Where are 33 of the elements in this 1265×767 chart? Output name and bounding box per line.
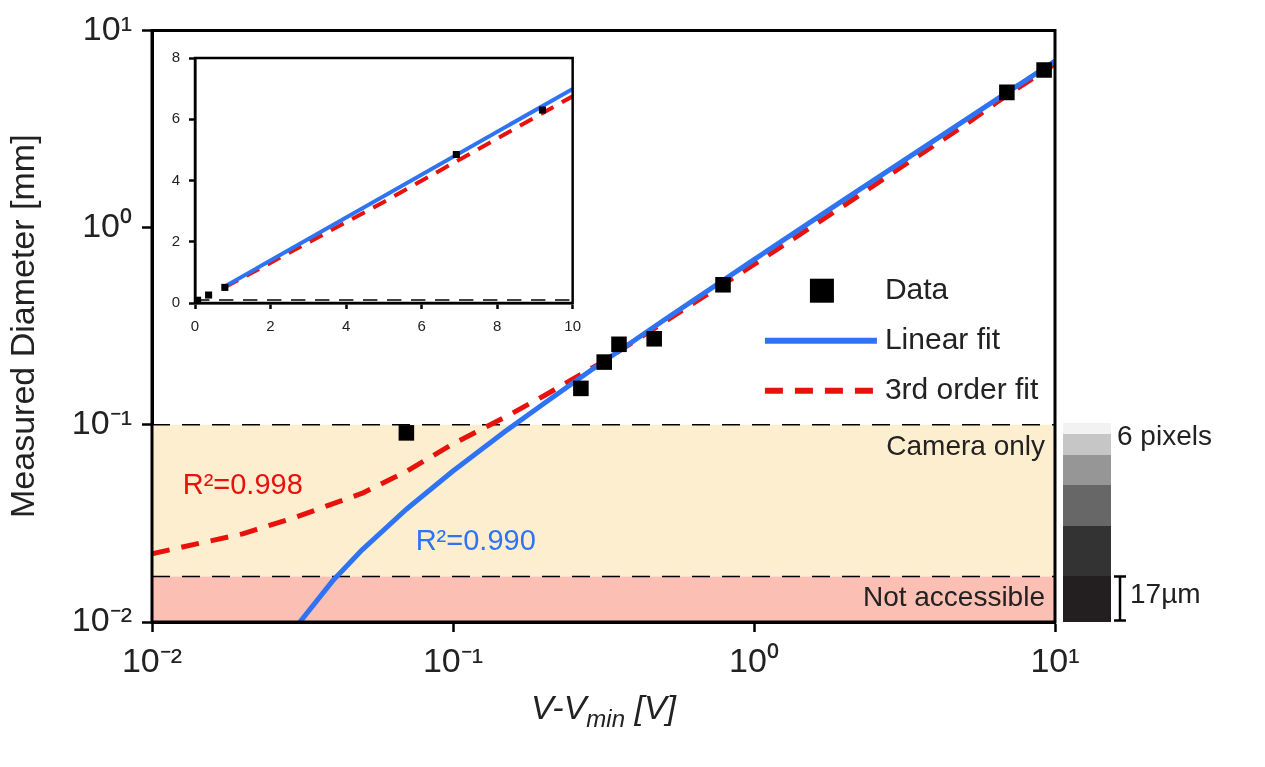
y-tick-label: 4 xyxy=(171,170,180,188)
legend-label: Data xyxy=(884,271,949,305)
point xyxy=(538,106,546,114)
x-tick-label: 6 xyxy=(417,317,426,335)
y-tick-label: 2 xyxy=(171,231,180,249)
annotation: R²=0.990 xyxy=(415,524,536,557)
text: 17µm xyxy=(1130,578,1201,610)
x-tick-label: 2 xyxy=(266,317,275,335)
x-tick-label: 10¹ xyxy=(1030,640,1080,679)
x-tick-label: 4 xyxy=(341,317,351,335)
y-tick-label: 0 xyxy=(171,293,180,311)
x-axis-title: V-V$_{min}$ [V] xyxy=(530,688,677,732)
band-label: Not accessible xyxy=(862,581,1045,613)
point xyxy=(452,150,460,158)
legend-label: 3rd order fit xyxy=(884,371,1039,405)
x-tick-label: 0 xyxy=(190,317,200,335)
legend-label: Linear fit xyxy=(884,321,1001,355)
y-tick-label: 10⁰ xyxy=(82,205,132,244)
annotation: R²=0.998 xyxy=(182,467,303,500)
band-label: Camera only xyxy=(886,429,1045,461)
y-tick-label: 10⁻¹ xyxy=(71,403,132,442)
x-tick-label: 8 xyxy=(492,317,502,335)
y-tick-label: 8 xyxy=(171,48,180,66)
y-tick-label: 10¹ xyxy=(82,8,132,47)
text: 6 pixels xyxy=(1117,420,1212,452)
y-tick-label: 10⁻² xyxy=(71,600,132,639)
y-tick-label: 6 xyxy=(171,109,180,127)
y-axis-title: Measured Diameter [mm] xyxy=(2,134,41,518)
point xyxy=(221,283,229,291)
point xyxy=(205,291,213,299)
x-tick-label: 10⁰ xyxy=(729,640,779,679)
x-tick-label: 10⁻¹ xyxy=(422,640,484,679)
x-tick-label: 10 xyxy=(564,317,581,335)
